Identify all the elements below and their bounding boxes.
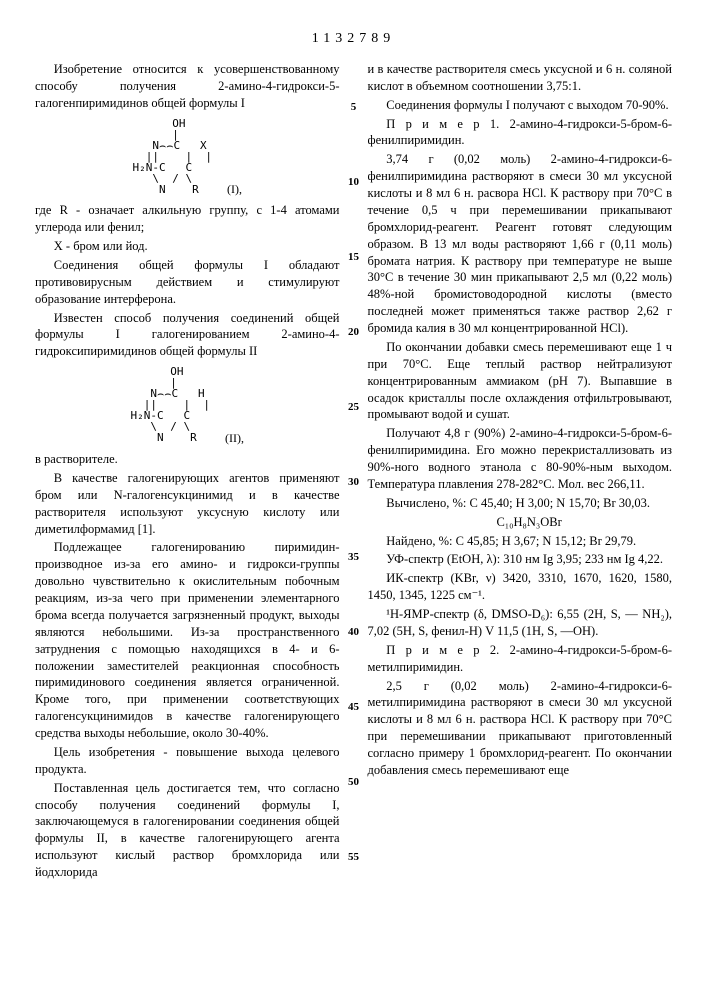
para: Подлежащее галогенированию пиримидин-про…	[35, 539, 340, 742]
para: X - бром или йод.	[35, 238, 340, 255]
chemical-formula-1: OH | N⌢⌢C X || | | H₂N-C C \ / \ N R (I)…	[35, 118, 340, 197]
line-number: 30	[344, 475, 364, 490]
line-number: 35	[344, 550, 364, 565]
line-number: 25	[344, 400, 364, 415]
para: Получают 4,8 г (90%) 2-амино-4-гидрокси-…	[368, 425, 673, 493]
line-number: 15	[344, 250, 364, 265]
line-number: 20	[344, 325, 364, 340]
para: Изобретение относится к усовершенствован…	[35, 61, 340, 112]
para: Найдено, %: C 45,85; H 3,67; N 15,12; Br…	[368, 533, 673, 550]
line-number: 50	[344, 775, 364, 790]
column-right: и в качестве растворителя смесь уксусной…	[368, 61, 673, 883]
line-number: 5	[344, 100, 364, 115]
para: Соединения формулы I получают с выходом …	[368, 97, 673, 114]
para: и в качестве растворителя смесь уксусной…	[368, 61, 673, 95]
formula-label: (I),	[227, 183, 242, 196]
line-number: 45	[344, 700, 364, 715]
para: 2,5 г (0,02 моль) 2-амино-4-гидрокси-6-м…	[368, 678, 673, 779]
patent-number: 1132789	[35, 30, 672, 49]
line-number: 10	[344, 175, 364, 190]
para: Цель изобретения - повышение выхода целе…	[35, 744, 340, 778]
para: В качестве галогенирующих агентов примен…	[35, 470, 340, 538]
structure-diagram: OH | N⌢⌢C H || | | H₂N-C C \ / \ N R	[131, 366, 210, 443]
para: По окончании добавки смесь перемешивают …	[368, 339, 673, 423]
para: Известен способ получения соединений общ…	[35, 310, 340, 361]
para: П р и м е р 2. 2-амино-4-гидрокси-5-бром…	[368, 642, 673, 676]
formula-label: (II),	[225, 432, 244, 445]
para: ¹H-ЯМР-спектр (δ, DMSO-D₆): 6,55 (2H, S,…	[368, 606, 673, 640]
para: 3,74 г (0,02 моль) 2-амино-4-гидрокси-6-…	[368, 151, 673, 337]
para: Вычислено, %: C 45,40; H 3,00; N 15,70; …	[368, 495, 673, 512]
empirical-formula: C₁₀H₈N₃OBr	[368, 514, 673, 531]
column-left: Изобретение относится к усовершенствован…	[35, 61, 340, 883]
para: в растворителе.	[35, 451, 340, 468]
para: ИК-спектр (KBr, ν) 3420, 3310, 1670, 162…	[368, 570, 673, 604]
para: где R - означает алкильную группу, с 1-4…	[35, 202, 340, 236]
para: Соединения общей формулы I обладают прот…	[35, 257, 340, 308]
line-number: 40	[344, 625, 364, 640]
para: УФ-спектр (EtOH, λ): 310 нм Ig 3,95; 233…	[368, 551, 673, 568]
para: П р и м е р 1. 2-амино-4-гидрокси-5-бром…	[368, 116, 673, 150]
para: Поставленная цель достигается тем, что с…	[35, 780, 340, 881]
chemical-formula-2: OH | N⌢⌢C H || | | H₂N-C C \ / \ N R (II…	[35, 366, 340, 445]
line-number: 55	[344, 850, 364, 865]
structure-diagram: OH | N⌢⌢C X || | | H₂N-C C \ / \ N R	[133, 118, 212, 195]
